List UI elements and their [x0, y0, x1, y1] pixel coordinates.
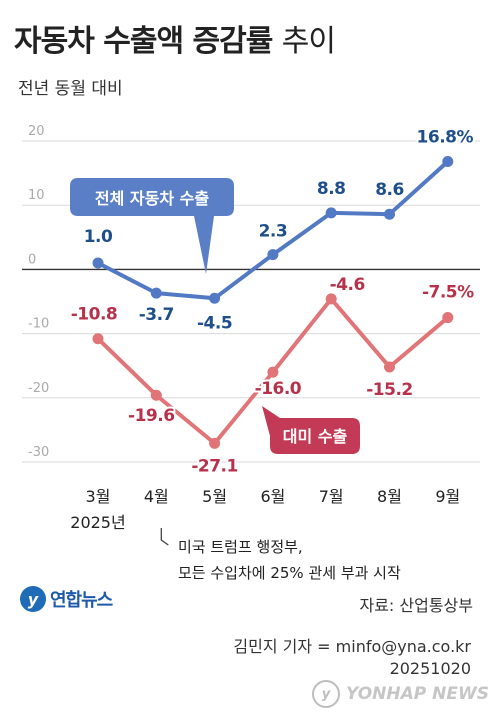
- x-tick-label-0: 3월: [86, 487, 111, 506]
- chart-subtitle: 전년 동월 대비: [18, 79, 123, 99]
- annotation-bracket: [160, 528, 169, 546]
- x-tick-label-5: 8월: [377, 487, 402, 506]
- series-0-point-3: [267, 249, 279, 261]
- series-1-point-3: [267, 366, 279, 378]
- data-label-0-3: 2.3: [259, 222, 288, 242]
- data-label-0-0: 1.0: [84, 227, 113, 247]
- y-tick-label--20: -20: [28, 381, 49, 396]
- data-label-0-2: -4.5: [197, 313, 232, 333]
- series-1-point-0: [92, 333, 104, 345]
- y-tick-label-0: 0: [28, 252, 36, 267]
- y-tick-label--30: -30: [28, 445, 49, 460]
- credit-block: 김민지 기자 = minfo@yna.co.kr 20251020: [233, 636, 471, 680]
- series-1-point-1: [150, 389, 162, 401]
- data-label-0-1: -3.7: [139, 305, 174, 325]
- data-source: 자료: 산업통상부: [359, 596, 473, 615]
- x-year-label: 2025년: [70, 513, 125, 532]
- yonhap-logo-text: 연합뉴스: [50, 590, 113, 611]
- series-1-point-2: [209, 437, 221, 449]
- yonhap-logo-icon: y: [20, 586, 46, 612]
- series-0-point-5: [384, 208, 395, 220]
- x-tick-label-4: 7월: [319, 487, 344, 506]
- data-label-0-5: 8.6: [375, 180, 404, 200]
- data-label-1-0: -10.8: [71, 305, 118, 325]
- data-label-1-5: -15.2: [366, 380, 413, 400]
- x-tick-label-2: 5월: [202, 487, 227, 506]
- callout-total-label: 전체 자동차 수출: [95, 189, 209, 208]
- series-1-point-6: [442, 312, 454, 324]
- series-1-point-4: [325, 293, 337, 305]
- x-tick-label-1: 4월: [144, 487, 169, 506]
- data-label-0-4: 8.8: [317, 179, 346, 199]
- callout-us-label: 대미 수출: [283, 427, 348, 446]
- series-0-point-1: [150, 287, 162, 299]
- data-label-1-2: -27.1: [191, 456, 238, 476]
- data-label-1-1: -19.6: [128, 406, 175, 426]
- callout-us-bubble: [262, 406, 360, 454]
- yonhap-logo: y 연합뉴스: [20, 586, 113, 612]
- title-bold: 자동차 수출액 증감률: [14, 24, 273, 59]
- line-chart: 20 10 0 -10 -20 -30 3월 4월 5월 6월 7월 8월 9월 2025년 1.0 -3.7…: [22, 124, 480, 546]
- publish-date: 20251020: [389, 659, 471, 678]
- data-label-1-3: -16.0: [255, 379, 302, 399]
- series-1-point-5: [384, 361, 395, 373]
- reporter-credit: 김민지 기자 = minfo@yna.co.kr: [233, 637, 471, 656]
- title-light: 추이: [281, 24, 336, 59]
- y-tick-label--10: -10: [28, 317, 49, 332]
- series-0-point-0: [92, 257, 104, 269]
- chart-title: 자동차 수출액 증감률 추이: [14, 16, 336, 60]
- data-label-1-6: -7.5%: [422, 283, 474, 303]
- data-label-1-4: -4.6: [330, 275, 365, 295]
- series-0-point-4: [325, 207, 337, 219]
- annotation-line-2: 모든 수입차에 25% 관세 부과 시작: [178, 564, 401, 582]
- y-tick-label-10: 10: [28, 188, 45, 203]
- watermark-icon: y: [312, 680, 341, 708]
- y-tick-label-20: 20: [28, 124, 45, 139]
- annotation-line-1: 미국 트럼프 행정부,: [178, 538, 303, 556]
- watermark-text: YONHAP NEWS: [346, 684, 489, 704]
- series-0-point-6: [442, 156, 454, 168]
- data-label-0-6: 16.8%: [417, 128, 474, 148]
- x-tick-label-6: 9월: [435, 487, 460, 506]
- series-0-point-2: [209, 292, 221, 304]
- x-tick-label-3: 6월: [260, 487, 285, 506]
- callout-total-bubble: [70, 178, 234, 274]
- tariff-annotation: 미국 트럼프 행정부, 모든 수입차에 25% 관세 부과 시작: [178, 534, 401, 586]
- watermark: y YONHAP NEWS: [312, 680, 489, 708]
